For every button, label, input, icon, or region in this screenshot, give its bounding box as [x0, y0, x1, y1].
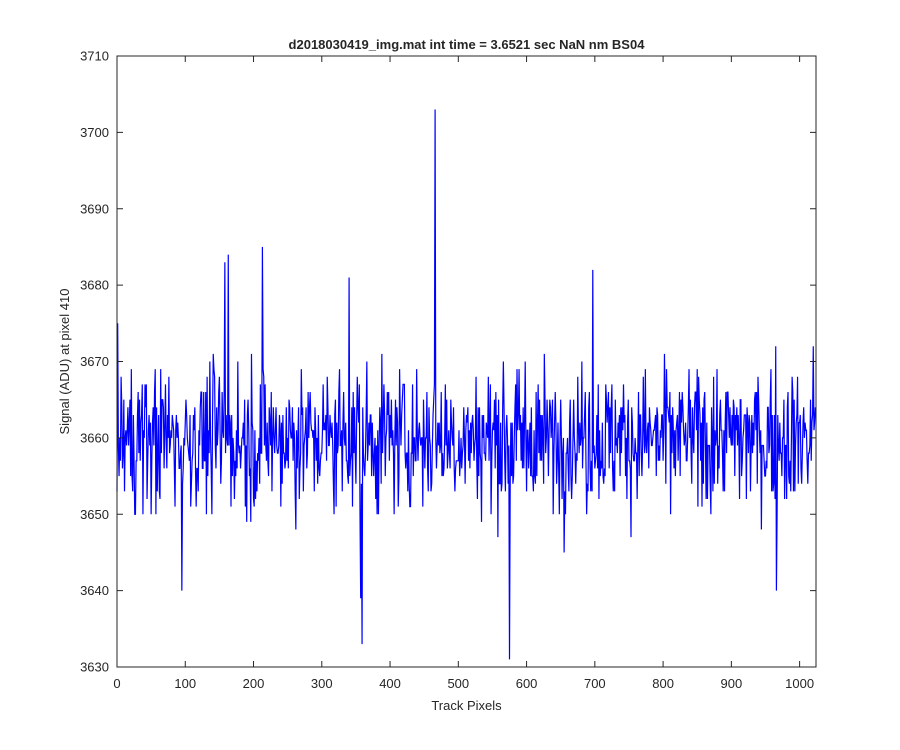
x-tick-label: 800 [652, 676, 674, 691]
axes: 0 100 200 300 400 500 600 700 800 900 1000 3630 3640… [80, 49, 817, 691]
x-tick-label: 700 [584, 676, 606, 691]
chart-title: d2018030419_img.mat int time = 3.6521 se… [289, 37, 646, 52]
x-tick-label: 600 [516, 676, 538, 691]
x-axis-label: Track Pixels [431, 698, 502, 713]
series-group [116, 109, 816, 660]
x-tick-label: 0 [113, 676, 120, 691]
y-tick-label: 3680 [80, 278, 109, 293]
x-tick-label: 1000 [785, 676, 814, 691]
y-tick-label: 3650 [80, 507, 109, 522]
x-tick-label: 300 [311, 676, 333, 691]
plot-area [117, 56, 816, 667]
x-tick-label: 500 [447, 676, 469, 691]
y-tick-label: 3630 [80, 660, 109, 675]
x-tick-label: 900 [721, 676, 743, 691]
x-tick-label: 400 [379, 676, 401, 691]
y-tick-label: 3640 [80, 583, 109, 598]
y-tick-label: 3700 [80, 125, 109, 140]
x-tick-label: 100 [174, 676, 196, 691]
y-tick-label: 3690 [80, 201, 109, 216]
y-tick-label: 3660 [80, 430, 109, 445]
y-tick-label: 3670 [80, 354, 109, 369]
x-tick-label: 200 [243, 676, 265, 691]
y-axis-label: Signal (ADU) at pixel 410 [57, 289, 72, 435]
y-tick-label: 3710 [80, 49, 109, 64]
series-line [116, 109, 816, 660]
